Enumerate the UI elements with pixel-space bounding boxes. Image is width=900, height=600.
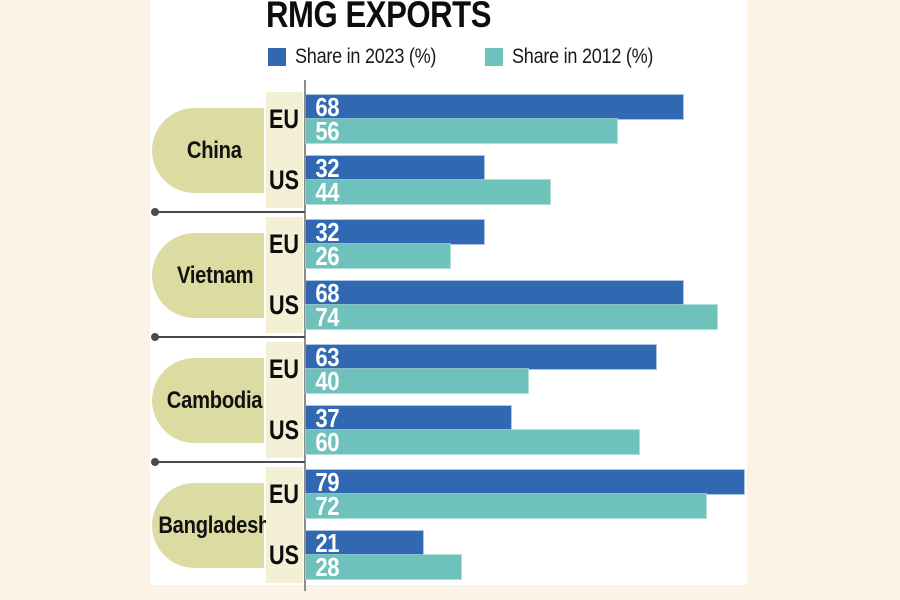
- bar-value: 68: [315, 92, 340, 122]
- country-label: Cambodia: [166, 386, 263, 414]
- legend-label-2023: Share in 2023 (%): [295, 45, 437, 68]
- bar-value: 32: [315, 217, 340, 247]
- chart-title: RMG EXPORTS: [266, 0, 492, 35]
- market-strip: [266, 217, 303, 333]
- bar-2012: 56: [306, 116, 617, 146]
- bar-value: 37: [315, 403, 340, 433]
- bar-value: 32: [315, 153, 340, 183]
- country-label: China: [187, 136, 243, 164]
- bar-value: 28: [315, 552, 340, 582]
- bar-value: 63: [315, 342, 340, 372]
- market-label: US: [268, 289, 299, 320]
- legend-swatch-2012-icon: [485, 48, 504, 66]
- bar-2012: 72: [306, 491, 706, 521]
- market-strip: [266, 467, 303, 583]
- bar-value: 44: [315, 177, 340, 207]
- separator-dot-icon: [151, 458, 159, 466]
- bar-2012: 44: [306, 177, 550, 207]
- legend-item-2023: Share in 2023 (%): [268, 45, 459, 69]
- axis-line: [304, 80, 306, 591]
- country-pill: Bangladesh: [152, 483, 271, 568]
- country-pill: Cambodia: [152, 358, 264, 443]
- bar-2023: 79: [306, 467, 744, 497]
- legend-label-2012: Share in 2012 (%): [512, 45, 654, 68]
- legend-item-2012: Share in 2012 (%): [485, 45, 676, 69]
- country-label: Bangladesh: [158, 511, 271, 539]
- bar-value: 72: [315, 491, 340, 521]
- bar-value: 26: [315, 241, 340, 271]
- bar-value: 74: [315, 302, 340, 332]
- country-label: Vietnam: [176, 261, 254, 289]
- bar-value: 56: [315, 116, 340, 146]
- market-strip: [266, 92, 303, 208]
- market-label: US: [268, 539, 299, 570]
- market-label: US: [268, 414, 299, 445]
- bar-2023: 63: [306, 342, 656, 372]
- separator: [155, 461, 305, 463]
- legend: Share in 2023 (%) Share in 2012 (%): [268, 45, 676, 69]
- separator-dot-icon: [151, 208, 159, 216]
- bar-2012: 40: [306, 366, 528, 396]
- market-label: US: [268, 164, 299, 195]
- market-strip: [266, 342, 303, 458]
- country-pill: China: [152, 108, 264, 193]
- bar-2023: 68: [306, 278, 683, 308]
- market-label: EU: [268, 353, 299, 384]
- bar-value: 60: [315, 427, 340, 457]
- bar-2012: 28: [306, 552, 461, 582]
- bar-2012: 60: [306, 427, 639, 457]
- bar-value: 40: [315, 366, 340, 396]
- bar-2023: 37: [306, 403, 511, 433]
- separator: [155, 211, 305, 213]
- bar-2023: 68: [306, 92, 683, 122]
- bar-value: 21: [315, 528, 340, 558]
- bar-2023: 32: [306, 217, 484, 247]
- market-label: EU: [268, 103, 299, 134]
- legend-swatch-2023-icon: [268, 48, 286, 66]
- separator: [155, 336, 305, 338]
- country-pill: Vietnam: [152, 233, 264, 318]
- bar-2012: 74: [306, 302, 717, 332]
- bar-value: 68: [315, 278, 340, 308]
- bar-2023: 32: [306, 153, 484, 183]
- market-label: EU: [268, 228, 299, 259]
- bar-value: 79: [315, 467, 340, 497]
- market-label: EU: [268, 478, 299, 509]
- bar-2023: 21: [306, 528, 423, 558]
- separator-dot-icon: [151, 333, 159, 341]
- bar-2012: 26: [306, 241, 450, 271]
